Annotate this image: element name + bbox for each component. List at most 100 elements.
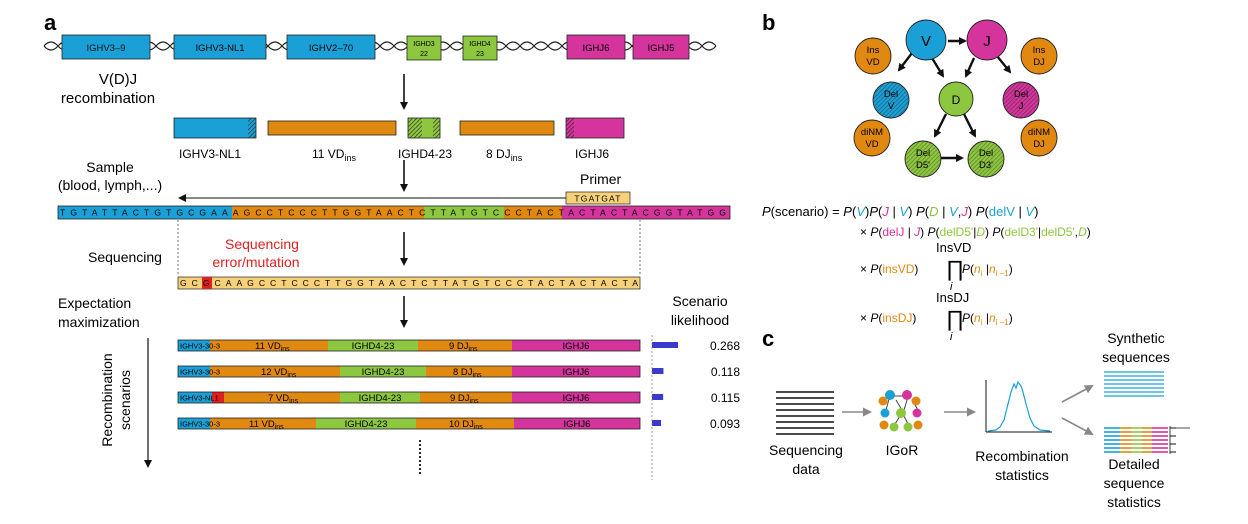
svg-text:P(ni |ni −1): P(ni |ni −1) (962, 311, 1013, 327)
bayesian-network: Ins VD V J Ins DJ Del V D Del (853, 19, 1058, 178)
svg-text:∏: ∏ (946, 256, 964, 281)
scenario-j-label: IGHJ6 (563, 393, 590, 404)
node-del-j: Del J (1002, 81, 1040, 119)
svg-text:P(ni |ni −1): P(ni |ni −1) (962, 262, 1013, 278)
arrow-to-synthetic (1061, 385, 1094, 403)
svg-text:TGATGAT: TGATGAT (574, 194, 621, 204)
likelihood-value: 0.268 (710, 339, 740, 353)
scenario-vd-label: 12 VDins (261, 367, 297, 379)
error-label-1: Sequencing (225, 236, 299, 252)
long-sequence: TGTATTACTGTGCGAAAGCCTCCCTTGGTAACTCTTATGT… (57, 205, 731, 220)
segment-d-label: IGHD4-23 (398, 147, 452, 161)
likelihood-bar (652, 342, 678, 348)
gene-v3-9: IGHV3–9 (61, 34, 151, 60)
sequencing-label: Sequencing (88, 249, 162, 265)
seq-data-label-2: data (792, 461, 819, 477)
svg-text:VD: VD (866, 57, 879, 68)
error-label-2: error/mutation (212, 254, 299, 270)
svg-text:IGHD4: IGHD4 (469, 41, 491, 48)
scenario-j-label: IGHJ6 (563, 367, 590, 378)
gene-label: IGHV3-NL1 (195, 43, 244, 54)
scenario-dj-label: 9 DJins (449, 341, 478, 353)
scenario-j-label: IGHJ6 (564, 419, 591, 430)
svg-text:diNM: diNM (1028, 127, 1050, 138)
gene-j5: IGHJ5 (632, 34, 690, 60)
read-sequence: GCGCAAGCCTCCCTTGGTAACTCTTATGTCCCTACTACTA… (177, 276, 641, 290)
synthetic-label-2: sequences (1102, 349, 1170, 365)
scenario-row: IGHV3-30-3 11 VDins IGHD4-23 9 DJins IGHJ6 (177, 339, 641, 353)
gene-label: IGHV2–70 (309, 43, 353, 54)
node-dinm-dj: diNM DJ (1020, 119, 1058, 157)
scenario-row: IGHV3-30-3 12 VDins IGHD4-23 8 DJins IGHJ6 (177, 365, 641, 379)
scenario-probability-formula: P(scenario) = P(V)P(J | V) P(D | V,J) P(… (762, 204, 1091, 343)
likelihood-value: 0.093 (710, 417, 740, 431)
svg-text:V: V (888, 101, 895, 112)
em-label-1: Expectation (58, 295, 131, 311)
recombined-segments (173, 117, 625, 139)
sample-label: Sample (86, 159, 134, 175)
gene-d4-23: IGHD4 23 (462, 35, 498, 61)
svg-text:InsVD: InsVD (936, 240, 971, 255)
svg-text:D3': D3' (979, 160, 993, 171)
likelihood-value: 0.118 (711, 365, 740, 379)
svg-text:D5': D5' (916, 160, 930, 171)
scenario-rows: IGHV3-30-3 11 VDins IGHD4-23 9 DJins IGHJ6 0.… (177, 339, 740, 431)
panel-a-label: a (44, 10, 57, 35)
vdj-label: V(D)J (99, 71, 137, 88)
node-j: J (966, 19, 1008, 61)
svg-text:InsDJ: InsDJ (936, 290, 969, 305)
detailed-sequence-stack (1104, 426, 1190, 454)
scenario-dj-label: 9 DJins (450, 393, 479, 405)
node-v: V (905, 19, 947, 61)
gene-d3-22: IGHD3 22 (406, 35, 442, 61)
detailed-label-3: statistics (1107, 494, 1161, 510)
segment-vd-label: 11 VDins (312, 147, 356, 163)
node-del-d5: Del D5' (904, 140, 942, 178)
arrow-to-detailed (1061, 417, 1094, 435)
scenario-d-label: IGHD4-23 (359, 393, 402, 404)
stats-label-1: Recombination (975, 448, 1068, 464)
gene-v2-70: IGHV2–70 (286, 34, 376, 60)
svg-text:P(scenario) = P(V)P(J | V) P(D: P(scenario) = P(V)P(J | V) P(D | V,J) P(… (762, 204, 1039, 219)
node-d: D (938, 81, 974, 117)
panel-c-label: c (762, 326, 774, 351)
synthetic-sequences-stack (1104, 371, 1164, 397)
likelihood-bar (652, 420, 662, 426)
recombination-label: recombination (61, 90, 155, 107)
scenario-d-label: IGHD4-23 (352, 341, 395, 352)
sequencing-data-stack (776, 391, 834, 435)
svg-text:Ins: Ins (1033, 45, 1046, 56)
scenario-row: IGHV3-30-3 11 VDins IGHD4-23 10 DJins IGHJ6 (177, 417, 641, 431)
svg-text:× P(insDJ): × P(insDJ) (860, 311, 916, 325)
svg-text:J: J (1019, 101, 1024, 112)
scenario-d-label: IGHD4-23 (362, 367, 405, 378)
scenario-dj-label: 10 DJins (449, 419, 483, 431)
svg-text:J: J (983, 33, 991, 50)
svg-text:Del: Del (1014, 89, 1028, 100)
svg-text:Ins: Ins (867, 45, 880, 56)
em-label-2: maximization (58, 314, 140, 330)
svg-text:i: i (950, 331, 953, 343)
svg-text:Del: Del (916, 148, 930, 159)
svg-text:diNM: diNM (861, 127, 883, 138)
scenario-j-label: IGHJ6 (563, 341, 590, 352)
scenario-v-label: IGHV3-30-3 (180, 420, 220, 429)
panel-b-label: b (762, 10, 775, 35)
scenario-v-label: IGHV3-30-3 (180, 368, 220, 377)
segment-j-label: IGHJ6 (575, 147, 609, 161)
svg-text:× P(delJ | J) P(delD5'|D) P(de: × P(delJ | J) P(delD5'|D) P(delD3'|delD5… (860, 225, 1091, 239)
svg-text:22: 22 (420, 51, 428, 58)
segment-v-label: IGHV3-NL1 (179, 147, 241, 161)
svg-text:IGHD3: IGHD3 (413, 41, 435, 48)
recomb-label-2: scenarios (117, 370, 133, 430)
seq-data-label-1: Sequencing (769, 442, 843, 458)
scenario-vd-label: 11 VDins (255, 341, 290, 353)
svg-text:∏: ∏ (946, 306, 964, 331)
scenario-row: IGHV3-NL1 7 VDins IGHD4-23 9 DJins IGHJ6 (177, 391, 641, 405)
likelihood-bar (652, 394, 664, 400)
svg-text:DJ: DJ (1033, 139, 1045, 150)
primer-label: Primer (580, 171, 622, 187)
scenario-vd-label: 7 VDins (268, 393, 299, 405)
detailed-label-2: sequence (1104, 475, 1165, 491)
detailed-label-1: Detailed (1108, 456, 1159, 472)
